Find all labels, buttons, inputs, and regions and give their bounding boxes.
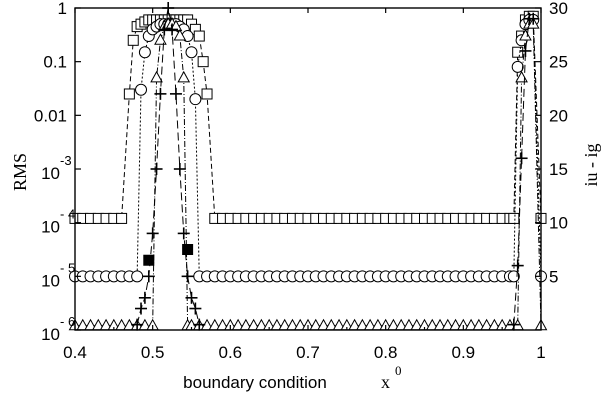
data-point-plus [154,87,167,100]
data-point-square [127,34,139,46]
data-point-plus [135,302,148,315]
data-point-triangle [515,70,528,83]
data-point-plus [150,163,163,175]
y-right-tick-label: 30 [549,0,568,18]
y-left-tick-label-exponent: -3 [60,153,72,168]
y-left-tick-label-exponent: - 5 [60,260,75,275]
data-point-square [201,88,213,100]
data-point-triangle [519,29,532,41]
y-left-axis-title: RMS [10,153,30,191]
data-point-plus [189,302,202,315]
data-point-triangle [169,19,183,32]
data-point-plus [166,23,179,36]
data-point-filled-square [143,254,155,266]
y-right-axis-title: iu - ig [581,144,601,187]
y-right-tick-label: 10 [549,214,568,233]
data-point-circle [507,270,520,283]
series-4 [507,12,540,331]
x-axis-symbol: x [381,372,390,392]
y-left-tick-label-base: 10 [41,325,60,344]
y-left-tick-label-exponent: - 6 [60,314,75,329]
data-point-circle [185,46,198,59]
x-tick-label: 0.6 [219,343,243,362]
ticks-layer [74,7,542,331]
data-point-circle [131,270,144,283]
series-5 [143,244,194,266]
y-left-tick-label: 0.1 [43,53,67,72]
data-point-square [512,46,524,58]
data-point-plus [177,227,190,240]
x-tick-label: 0.4 [63,343,87,362]
data-point-plus [527,12,540,25]
x-tick-label: 0.9 [452,343,476,362]
y-right-tick-label: 25 [549,53,568,72]
y-left-tick-label: 1 [58,0,67,18]
data-point-plus [515,152,528,165]
data-point-plus [146,227,159,240]
data-point-triangle [177,70,191,83]
y-left-tick-label-base: 10 [41,164,60,183]
y-left-tick-label-exponent: - 4 [60,207,75,222]
data-point-circle [511,60,524,73]
x-tick-label: 0.5 [141,343,165,362]
data-point-plus [519,44,532,57]
y-right-tick-label: 20 [549,106,568,125]
series-line [75,19,542,277]
y-right-tick-label: 15 [549,160,568,179]
data-point-square [508,212,520,224]
data-point-plus [185,291,198,304]
data-point-plus [138,291,151,304]
data-point-square [197,56,209,68]
data-point-circle [138,46,151,59]
data-point-filled-square [182,244,194,255]
data-point-plus [511,259,524,272]
data-point-plus [181,270,194,283]
series-layer [68,2,548,331]
data-point-circle [189,93,202,106]
data-point-square [193,30,205,42]
x-tick-label: 0.8 [374,343,398,362]
x-tick-label: 1 [536,343,545,362]
x-tick-label: 0.7 [296,343,320,362]
data-point-plus [173,163,186,175]
series-2 [68,17,548,331]
series-0 [69,10,547,224]
data-point-plus [193,318,206,331]
y-left-tick-label-base: 10 [41,218,60,237]
y-right-tick-label: 5 [549,267,558,286]
y-left-tick-label-base: 10 [41,271,60,290]
data-point-triangle [173,29,187,41]
data-point-plus [131,318,144,331]
y-left-tick-label: 0.01 [34,106,67,125]
data-point-plus [169,87,182,100]
series-1 [69,13,547,283]
data-point-square [123,88,135,100]
data-point-triangle [154,33,167,45]
x-axis-title: boundary condition [183,373,327,392]
data-point-circle [135,83,148,96]
data-point-plus [142,270,155,283]
data-point-plus [507,318,520,331]
data-point-square [116,212,128,224]
data-point-triangle [150,70,163,83]
x-axis-symbol-superscript: 0 [395,363,402,378]
